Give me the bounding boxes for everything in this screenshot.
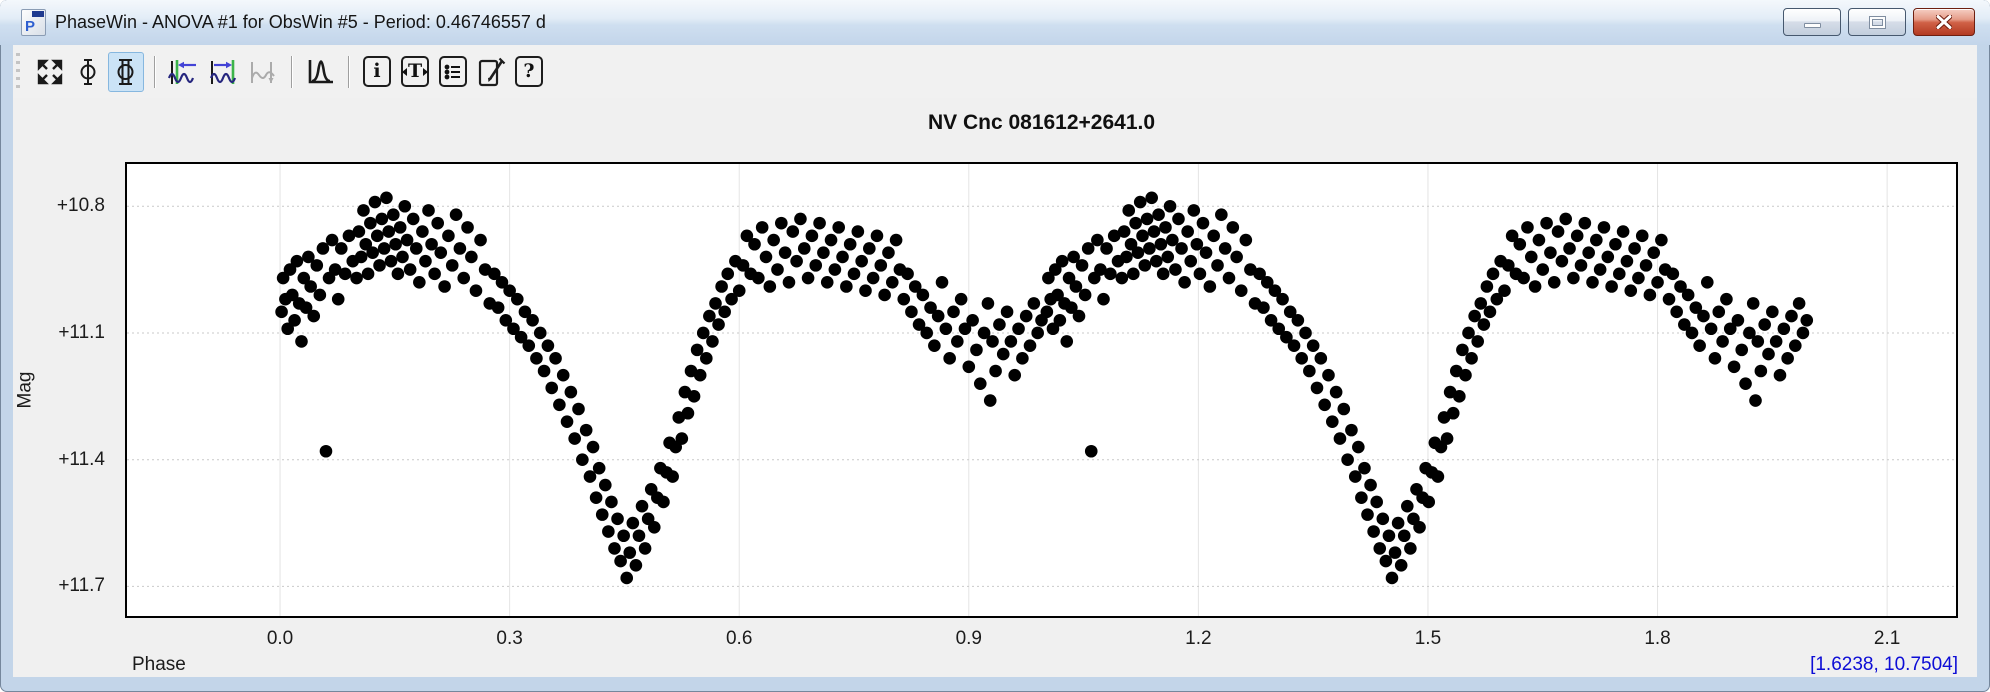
shift-phase-right-icon xyxy=(209,59,237,84)
close-button[interactable] xyxy=(1913,8,1975,36)
y-tick-label: +11.1 xyxy=(58,321,105,343)
app-icon-letter: P xyxy=(25,18,36,35)
periodogram-icon xyxy=(308,59,333,83)
phase-plot-icon xyxy=(80,58,96,85)
help-button[interactable]: ? xyxy=(511,52,547,92)
x-tick-label: 0.6 xyxy=(725,628,753,649)
close-icon xyxy=(1936,15,1952,29)
title-bar[interactable]: P PhaseWin - ANOVA #1 for ObsWin #5 - Pe… xyxy=(0,0,1990,45)
edit-icon xyxy=(478,57,506,86)
x-axis-label: Phase xyxy=(132,654,186,675)
window-content: i T xyxy=(13,45,1977,677)
toolbar-grip[interactable] xyxy=(16,52,20,91)
x-tick-label: 0.9 xyxy=(955,628,983,649)
help-icon: ? xyxy=(515,56,543,87)
y-tick-label: +11.4 xyxy=(58,448,105,470)
text-glyph: T xyxy=(407,60,423,82)
cursor-coordinates-readout: [1.6238, 10.7504] xyxy=(1810,654,1958,675)
toolbar: i T xyxy=(13,45,1977,98)
y-tick-label: +11.7 xyxy=(58,575,105,597)
data-list-button[interactable] xyxy=(435,52,471,92)
shift-phase-right-button[interactable] xyxy=(205,52,243,92)
minimize-icon xyxy=(1803,22,1821,28)
double-phase-plot-button[interactable] xyxy=(108,51,144,92)
app-icon-titlestrip xyxy=(32,11,44,17)
x-tick-label: 0.0 xyxy=(266,628,294,649)
reset-phase-shift-icon xyxy=(251,61,275,83)
y-tick-label: +10.8 xyxy=(56,195,105,217)
data-list-icon xyxy=(439,56,467,87)
x-tick-label: 2.1 xyxy=(1873,628,1901,649)
maximize-icon xyxy=(1869,16,1885,28)
minimize-button[interactable] xyxy=(1783,8,1841,36)
x-tick-label: 0.3 xyxy=(496,628,523,649)
zoom-extents-icon xyxy=(37,59,63,84)
window-title: PhaseWin - ANOVA #1 for ObsWin #5 - Peri… xyxy=(55,12,546,32)
left-arrowhead-icon xyxy=(401,67,407,76)
shift-phase-left-button[interactable] xyxy=(165,52,203,92)
info-button[interactable]: i xyxy=(359,52,395,92)
window-controls xyxy=(1783,8,1975,36)
toolbar-separator xyxy=(348,55,349,88)
phase-plot-button[interactable] xyxy=(70,52,106,92)
chart-area: NV Cnc 081612+2641.0 Mag Phase [1.6238, … xyxy=(13,98,1977,677)
toolbar-separator xyxy=(154,55,155,88)
chart-title: NV Cnc 081612+2641.0 xyxy=(927,111,1156,134)
maximize-button[interactable] xyxy=(1848,8,1906,36)
toolbar-separator xyxy=(291,55,292,88)
right-arrowhead-icon xyxy=(423,67,429,76)
help-glyph: ? xyxy=(523,60,535,82)
zoom-extents-button[interactable] xyxy=(32,52,68,92)
text-labels-icon: T xyxy=(401,56,429,87)
info-glyph: i xyxy=(373,60,381,82)
text-labels-button[interactable]: T xyxy=(397,52,433,92)
reset-phase-shift-button xyxy=(245,52,281,92)
edit-button[interactable] xyxy=(473,52,509,92)
x-tick-label: 1.2 xyxy=(1185,628,1212,649)
app-icon: P xyxy=(21,9,46,36)
plot-frame[interactable] xyxy=(125,162,1958,618)
shift-phase-left-icon xyxy=(167,59,196,84)
scatter-plot[interactable] xyxy=(127,164,1956,616)
double-phase-plot-icon xyxy=(117,58,134,85)
x-tick-label: 1.5 xyxy=(1414,628,1442,649)
y-axis-label: Mag xyxy=(14,371,36,409)
x-tick-label: 1.8 xyxy=(1644,628,1671,649)
info-icon: i xyxy=(363,56,391,87)
periodogram-button[interactable] xyxy=(302,52,338,92)
